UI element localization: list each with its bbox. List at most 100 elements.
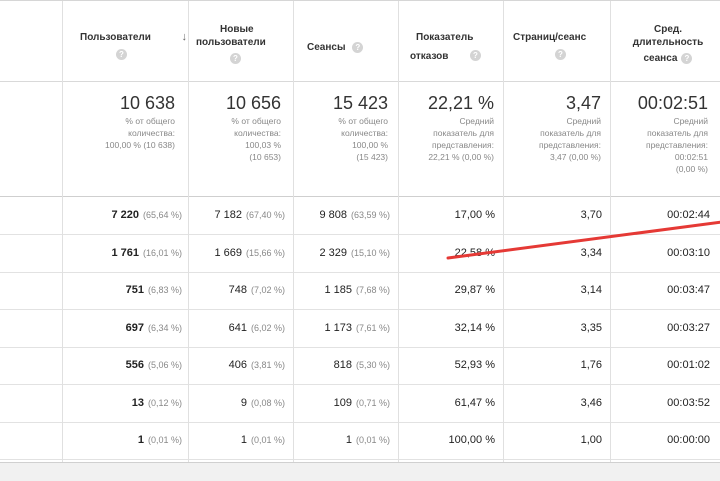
cell-sessions: 1 185 (7,68 %) (324, 272, 390, 309)
cell-value: 109 (333, 396, 352, 409)
table-row[interactable]: 7 220 (65,64 %) 7 182 (67,40 %) 9 808 (63,59 … (0, 197, 720, 235)
cell-value: 406 (228, 359, 247, 371)
column-divider (293, 1, 294, 463)
help-icon[interactable]: ? (230, 52, 241, 64)
cell-value: 00:03:10 (667, 246, 710, 259)
table-row[interactable]: 1 761 (16,01 %) 1 669 (15,66 %) 2 329 (15,10 … (0, 235, 720, 273)
cell-value: 1 (345, 434, 352, 446)
column-divider (398, 1, 399, 463)
cell-pages: 3,35 (581, 310, 602, 347)
cell-value: 00:00:00 (667, 434, 710, 446)
cell-pages: 3,70 (581, 197, 602, 234)
cell-value: 22,58 % (454, 246, 495, 259)
header-bounce[interactable]: Показатель отказов ? (410, 31, 505, 91)
column-divider (503, 1, 504, 463)
header-duration-line3: сеанса (643, 53, 678, 64)
total-duration-value: 00:02:51 (637, 93, 708, 113)
help-icon[interactable]: ? (116, 48, 127, 60)
total-sessions-sub3: 100,00 % (352, 140, 388, 150)
cell-value: 9 (240, 396, 247, 409)
analytics-table: Пользователи ? ↓ Новые пользователи ? Се… (0, 0, 720, 463)
header-bounce-line2: отказов (410, 51, 449, 62)
cell-sessions: 2 329 (15,10 %) (319, 235, 390, 272)
cell-duration: 00:03:47 (667, 272, 710, 309)
cell-percent: (0,01 %) (147, 435, 182, 445)
cell-percent: (0,01 %) (355, 435, 390, 445)
cell-pages: 3,14 (581, 272, 602, 309)
total-pages-sub3: представления: (538, 140, 601, 150)
header-sessions[interactable]: Сеансы ? (307, 41, 397, 101)
cell-percent: (63,59 %) (350, 210, 390, 220)
cell-pages: 1,00 (581, 422, 602, 459)
cell-value: 100,00 % (448, 434, 495, 446)
cell-pages: 3,46 (581, 385, 602, 422)
cell-value: 1 185 (324, 284, 352, 296)
column-divider (188, 1, 189, 463)
sort-descending-icon[interactable]: ↓ (181, 31, 188, 43)
cell-bounce: 32,14 % (455, 310, 495, 347)
cell-value: 818 (333, 359, 352, 371)
header-users[interactable]: Пользователи ? ↓ (80, 31, 188, 91)
help-icon[interactable]: ? (470, 50, 481, 61)
cell-new-users: 7 182 (67,40 %) (214, 197, 285, 234)
total-bounce: 22,21 % Средний показатель для представл… (400, 92, 494, 163)
total-pages: 3,47 Средний показатель для представлени… (506, 92, 601, 163)
cell-sessions: 9 808 (63,59 %) (319, 197, 390, 234)
cell-users: 697 (6,34 %) (126, 310, 182, 347)
cell-value: 00:03:47 (667, 284, 710, 296)
total-users: 10 638 % от общего количества: 100,00 % … (65, 92, 175, 151)
cell-new-users: 641 (6,02 %) (229, 310, 285, 347)
help-icon[interactable]: ? (555, 48, 566, 60)
total-new-users-sub4: (10 653) (249, 152, 281, 162)
help-icon[interactable]: ? (352, 41, 364, 53)
cell-percent: (15,66 %) (245, 247, 285, 258)
cell-value: 1 669 (214, 246, 242, 259)
cell-percent: (6,34 %) (147, 322, 182, 333)
cell-percent: (65,64 %) (142, 210, 182, 220)
total-new-users: 10 656 % от общего количества: 100,03 % … (185, 92, 281, 163)
cell-value: 52,93 % (454, 359, 495, 371)
header-duration-line1: Сред. (653, 24, 683, 35)
cell-value: 7 182 (214, 209, 242, 221)
total-duration-sub3: представления: (645, 140, 708, 150)
cell-duration: 00:02:44 (667, 197, 710, 234)
cell-percent: (6,02 %) (250, 322, 285, 333)
table-row[interactable]: 13 (0,12 %) 9 (0,08 %) 109 (0,71 %) 61,47 % 3,4… (0, 385, 720, 423)
cell-value: 751 (125, 284, 144, 296)
column-divider (610, 1, 611, 463)
total-duration-sub2: показатель для (647, 128, 708, 138)
total-duration-sub1: Средний (673, 116, 708, 126)
header-pages-label: Страниц/сеанс (513, 32, 587, 43)
header-new-users[interactable]: Новые пользователи ? (196, 23, 286, 83)
cell-value: 3,35 (580, 321, 602, 334)
total-bounce-value: 22,21 % (427, 93, 494, 113)
table-row[interactable]: 556 (5,06 %) 406 (3,81 %) 818 (5,30 %) 52,93 %… (0, 347, 720, 385)
cell-sessions: 818 (5,30 %) (334, 347, 390, 384)
cell-bounce: 52,93 % (455, 347, 495, 384)
total-bounce-sub4: 22,21 % (0,00 %) (428, 152, 494, 162)
total-pages-sub4: 3,47 (0,00 %) (549, 152, 601, 162)
cell-pages: 1,76 (581, 347, 602, 384)
cell-new-users: 9 (0,08 %) (241, 385, 285, 422)
cell-new-users: 1 (0,01 %) (241, 422, 285, 459)
help-icon[interactable]: ? (681, 52, 693, 64)
cell-bounce: 29,87 % (455, 272, 495, 309)
cell-percent: (5,30 %) (355, 360, 390, 370)
total-users-sub2: количества: (128, 128, 175, 138)
header-sessions-label: Сеансы (307, 42, 346, 53)
cell-percent: (0,71 %) (355, 397, 390, 408)
header-duration-line2: длительность (632, 37, 704, 48)
cell-sessions: 1 173 (7,61 %) (324, 310, 390, 347)
table-row[interactable]: 751 (6,83 %) 748 (7,02 %) 1 185 (7,68 %) 29,87… (0, 272, 720, 310)
table-row[interactable]: 697 (6,34 %) 641 (6,02 %) 1 173 (7,61 %) 32,14… (0, 310, 720, 348)
column-divider (62, 1, 63, 463)
cell-users: 751 (6,83 %) (126, 272, 182, 309)
cell-percent: (6,83 %) (147, 285, 182, 295)
header-pages[interactable]: Страниц/сеанс ? (513, 31, 608, 91)
cell-users: 7 220 (65,64 %) (111, 197, 182, 234)
cell-new-users: 748 (7,02 %) (229, 272, 285, 309)
table-row[interactable]: 1 (0,01 %) 1 (0,01 %) 1 (0,01 %) 100,00 % 1,00 0… (0, 422, 720, 460)
header-duration[interactable]: Сред. длительность сеанса? (620, 23, 716, 83)
total-new-users-sub2: количества: (234, 128, 281, 138)
header-new-users-line2: пользователи (196, 37, 266, 48)
